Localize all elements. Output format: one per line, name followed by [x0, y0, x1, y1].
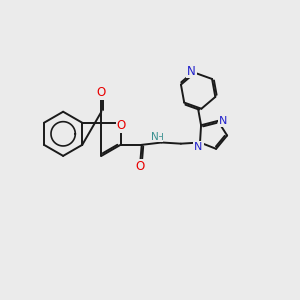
Text: N: N	[152, 132, 159, 142]
Text: N: N	[187, 64, 196, 77]
Text: N: N	[219, 116, 227, 126]
Text: O: O	[97, 86, 106, 99]
Text: O: O	[116, 118, 126, 132]
Text: N: N	[194, 142, 203, 152]
Text: O: O	[136, 160, 145, 172]
Text: H: H	[156, 133, 163, 142]
